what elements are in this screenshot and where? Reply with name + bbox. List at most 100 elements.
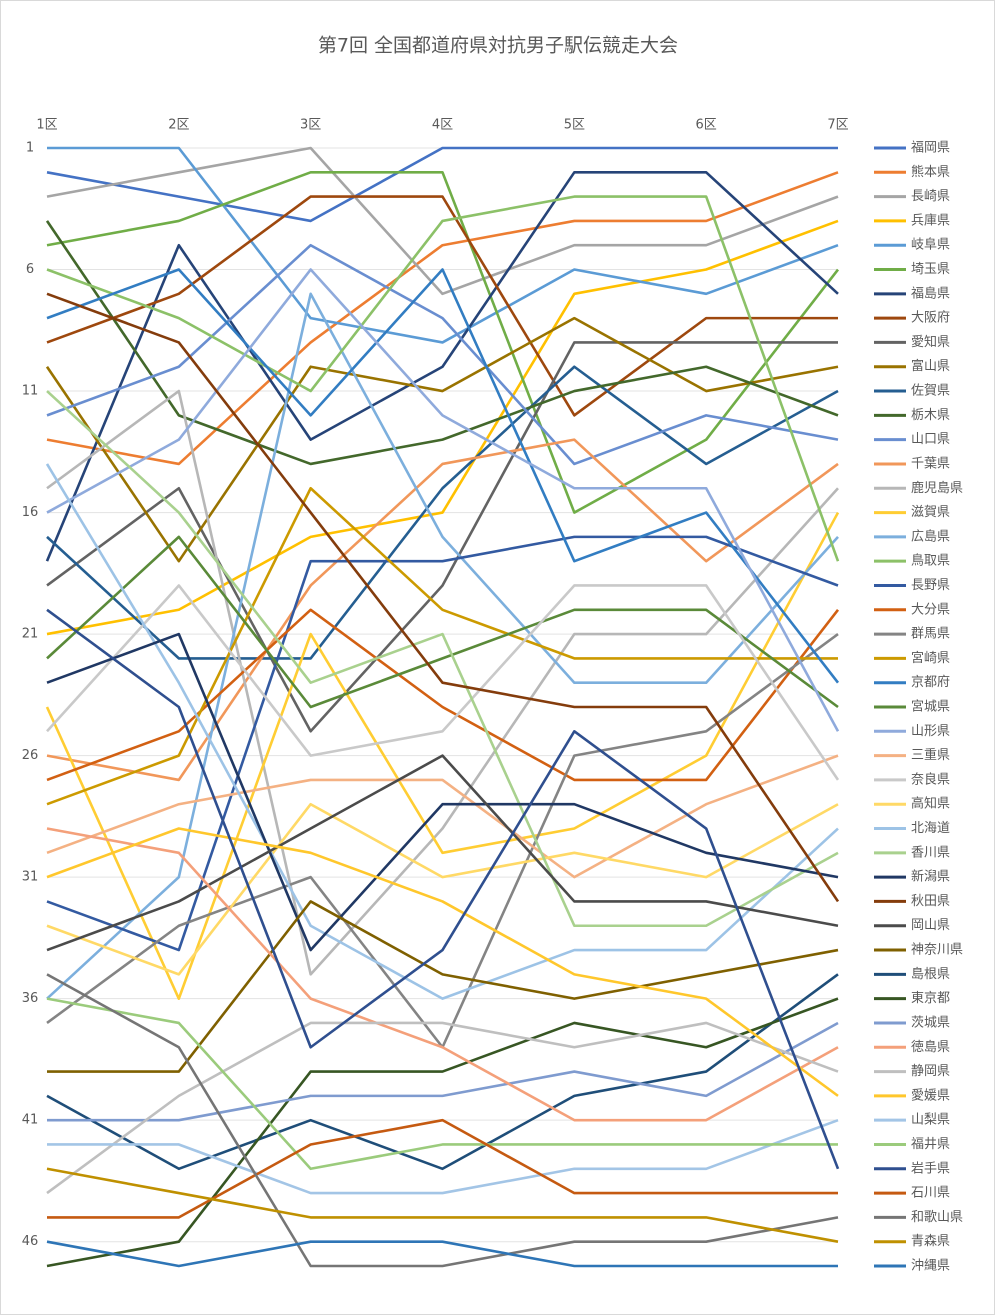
legend-label: 福岡県	[911, 141, 950, 156]
legend-label: 山形県	[911, 724, 950, 739]
legend-label: 沖縄県	[911, 1259, 950, 1274]
series-line	[46, 754, 839, 952]
legend-label: 栃木県	[911, 408, 950, 423]
series-line	[46, 268, 840, 732]
series-line	[46, 827, 839, 1097]
legend-label: 岩手県	[911, 1161, 950, 1176]
series-line	[46, 438, 839, 782]
legend-label: 山梨県	[911, 1113, 950, 1128]
x-tick-label: 1区	[36, 118, 57, 133]
x-tick-label: 7区	[827, 118, 848, 133]
legend-label: 神奈川県	[911, 943, 963, 958]
legend-label: 兵庫県	[911, 213, 950, 228]
legend-label: 宮崎県	[911, 650, 950, 666]
series-line	[46, 1167, 839, 1243]
series-line	[46, 292, 839, 1000]
legend-label: 北海道	[911, 821, 950, 836]
y-tick-label: 41	[22, 1113, 39, 1128]
series-line	[46, 171, 839, 466]
legend-label: 愛知県	[911, 334, 950, 350]
legend-label: 石川県	[911, 1186, 950, 1201]
legend-label: 和歌山県	[911, 1210, 963, 1225]
series-line	[46, 973, 839, 1171]
legend-label: 富山県	[911, 358, 950, 374]
y-tick-label: 36	[22, 991, 39, 1006]
legend-label: 静岡県	[911, 1064, 950, 1079]
legend-label: 千葉県	[911, 456, 950, 471]
series-line	[47, 1021, 839, 1122]
series-line	[46, 365, 839, 660]
series-line	[46, 486, 838, 806]
series-line	[46, 535, 839, 952]
legend-label: 秋田県	[911, 894, 950, 909]
legend-label: 群馬県	[911, 627, 950, 642]
series-line	[45, 316, 839, 563]
legend-label: 高知県	[911, 796, 950, 812]
series-line	[47, 1118, 838, 1219]
series-line	[46, 802, 839, 976]
series-line	[46, 535, 839, 709]
series-line	[45, 463, 839, 1000]
y-tick-label: 26	[22, 748, 39, 763]
series-line	[46, 997, 838, 1171]
series-line	[45, 171, 839, 562]
series-line	[46, 608, 840, 1170]
legend-label: 新潟県	[911, 869, 950, 885]
series-line	[46, 973, 839, 1268]
y-tick-label: 6	[26, 262, 34, 277]
legend-label: 滋賀県	[911, 505, 950, 520]
y-tick-label: 31	[22, 870, 39, 885]
y-tick-label: 16	[22, 505, 39, 520]
legend-label: 鹿児島県	[911, 480, 963, 496]
series-line	[46, 584, 840, 781]
series-line	[47, 146, 839, 344]
legend-label: 佐賀県	[911, 384, 950, 399]
x-tick-label: 3区	[300, 118, 321, 133]
legend-label: 徳島県	[911, 1040, 950, 1055]
series-line	[46, 171, 840, 514]
y-tick-label: 1	[26, 141, 34, 156]
legend-label: 青森県	[911, 1234, 950, 1249]
legend-label: 香川県	[911, 845, 950, 860]
series-line	[46, 1240, 838, 1268]
series-line	[46, 754, 839, 879]
legend-label: 山口県	[911, 432, 950, 447]
legend-label: 東京都	[911, 990, 950, 1006]
series-line	[47, 1118, 839, 1195]
legend-label: 福井県	[911, 1137, 950, 1152]
series-line	[46, 195, 840, 562]
legend-label: 長崎県	[911, 189, 950, 204]
legend-label: 岡山県	[911, 918, 950, 933]
series-line	[46, 195, 838, 417]
x-tick-label: 4区	[432, 118, 453, 133]
series-line	[46, 389, 839, 976]
x-tick-label: 6区	[696, 118, 717, 133]
series-line	[46, 827, 839, 1122]
series-line	[47, 900, 839, 1073]
series-line	[46, 268, 840, 684]
series-line	[46, 390, 839, 928]
legend-label: 熊本県	[911, 164, 950, 180]
legend-label: 長野県	[911, 578, 950, 593]
series-line	[46, 146, 838, 223]
x-tick-label: 2区	[168, 118, 189, 133]
series-line	[46, 997, 839, 1268]
chart-title: 第7回 全国都道府県対抗男子駅伝競走大会	[318, 35, 678, 57]
series-line	[46, 341, 838, 733]
legend-label: 岐阜県	[911, 237, 950, 253]
legend-label: 宮城県	[911, 699, 950, 715]
series-line	[46, 608, 840, 782]
legend-label: 広島県	[911, 529, 950, 544]
legend-label: 大分県	[911, 602, 950, 617]
legend-label: 京都府	[911, 675, 950, 690]
legend-label: 奈良県	[911, 771, 950, 787]
legend-label: 茨城県	[911, 1015, 950, 1030]
series-line	[46, 243, 839, 466]
series-line	[46, 1021, 839, 1195]
series-line	[46, 219, 839, 636]
series-line	[46, 632, 839, 952]
legend-label: 島根県	[911, 967, 950, 982]
legend-label: 福島県	[911, 286, 950, 301]
series-line	[46, 292, 840, 903]
